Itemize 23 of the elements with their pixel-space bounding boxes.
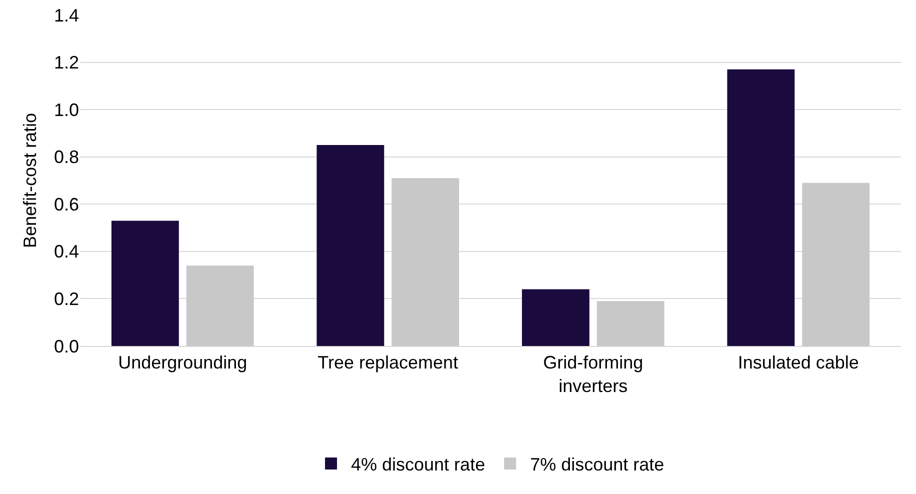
y-tick-label: 1.2 <box>54 52 79 73</box>
y-axis-title: Benefit-cost ratio <box>20 112 40 248</box>
y-tick-label: 0.0 <box>54 336 79 356</box>
bar <box>727 69 795 346</box>
bar <box>522 289 590 346</box>
y-tick-label: 0.6 <box>54 194 79 214</box>
x-tick-label: Grid-forming inverters <box>543 352 644 396</box>
x-tick-label: Undergrounding <box>118 352 248 373</box>
bar <box>111 220 179 346</box>
y-tick-label: 0.8 <box>54 147 79 168</box>
legend-label: 7% discount rate <box>530 454 664 475</box>
y-tick-label: 1.0 <box>54 100 79 120</box>
x-tick-label: Insulated cable <box>738 352 859 373</box>
bar <box>186 266 254 346</box>
y-tick-label: 0.4 <box>54 242 79 262</box>
y-tick-label: 0.2 <box>54 289 79 310</box>
bar <box>316 145 384 346</box>
bar <box>392 178 460 346</box>
y-tick-label: 1.4 <box>54 5 79 26</box>
x-tick-label: Tree replacement <box>318 352 458 373</box>
bar <box>802 182 870 346</box>
legend-label: 4% discount rate <box>351 454 486 475</box>
bar <box>596 301 664 346</box>
